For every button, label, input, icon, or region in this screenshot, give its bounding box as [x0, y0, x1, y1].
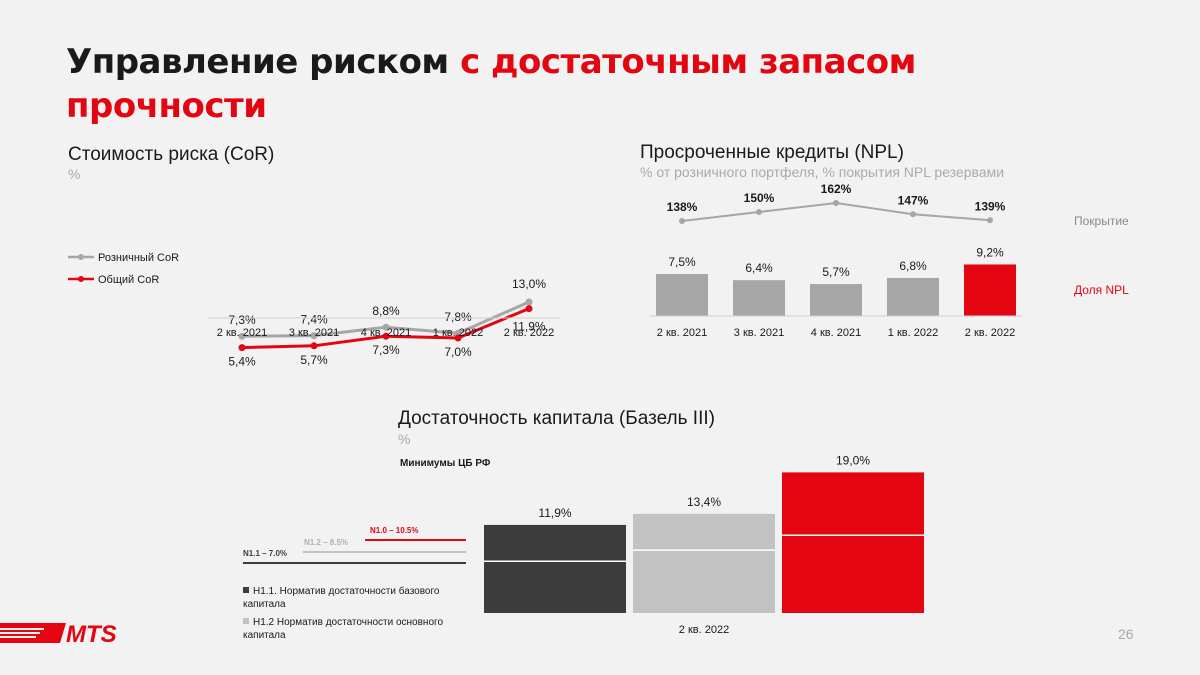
legend-n11-text: Н1.1. Норматив достаточности базового ка… [243, 586, 440, 610]
cor-chart: 7,3% 7,4% 8,8% 7,8% 13,0% 5,4% 5,7% 7,3% 7,0% 11,… [68, 252, 560, 369]
cor-data-label: 8,8% [372, 304, 400, 318]
cor-data-label: 7,4% [300, 313, 328, 327]
cor-tick-label: 2 кв. 2021 [217, 327, 267, 339]
logo-text: MTS [66, 621, 117, 646]
legend-n12-swatch [243, 618, 249, 624]
cor-legend-total-marker [78, 276, 84, 282]
npl-subtitle: % от розничного портфеля, % покрытия NPL… [640, 164, 1005, 180]
capital-bar [633, 513, 775, 613]
capital-bar [484, 524, 626, 613]
npl-tick-label: 1 кв. 2022 [888, 327, 938, 339]
cor-point [238, 344, 246, 352]
capital-bar [782, 472, 924, 613]
npl-tick-label: 4 кв. 2021 [811, 327, 861, 339]
npl-bar-label: 7,5% [668, 255, 696, 269]
npl-bar-label: 9,2% [976, 245, 1004, 259]
cor-point [525, 305, 533, 313]
legend-n12-text: Н1.2 Норматив достаточности основного ка… [243, 617, 444, 641]
capital-chart: 11,9% 13,4% 19,0% 2 кв. 2022 Минимумы ЦБ РФ N… [243, 453, 924, 636]
cor-legend-retail-label: Розничный CoR [98, 252, 179, 264]
npl-coverage-point [987, 217, 993, 224]
npl-tick-label: 3 кв. 2021 [734, 327, 784, 339]
npl-bar-label: 6,4% [745, 261, 773, 275]
page-number: 26 [1118, 626, 1134, 642]
capital-subtitle: % [398, 431, 411, 447]
capital-bar-label: 13,4% [687, 495, 721, 509]
cor-subtitle: % [68, 166, 81, 182]
cor-data-label: 7,3% [228, 313, 256, 327]
npl-title: Просроченные кредиты (NPL) [640, 142, 904, 163]
capital-min-n12-label: N1.2 – 8.5% [304, 538, 348, 547]
cor-point [454, 334, 462, 342]
npl-coverage-label: 150% [744, 191, 775, 205]
cor-data-label: 5,7% [300, 353, 328, 367]
npl-tick-label: 2 кв. 2022 [965, 327, 1015, 339]
cor-tick-label: 2 кв. 2022 [504, 327, 554, 339]
cor-data-label: 7,3% [372, 343, 400, 357]
cor-data-label: 7,8% [444, 310, 472, 324]
capital-tick-label: 2 кв. 2022 [679, 624, 729, 636]
npl-chart: 138% 150% 162% 147% 139% 7,5% 6,4% 5,7% 6,8% 9,2%… [650, 182, 1129, 339]
title-part-3: прочности [66, 86, 267, 126]
npl-bar [656, 274, 708, 316]
legend-n11-swatch [243, 587, 249, 593]
page-title: Управление риском с достаточным запасом … [66, 40, 916, 128]
npl-share-series-label: Доля NPL [1074, 283, 1129, 297]
npl-coverage-label: 139% [975, 199, 1006, 213]
capital-bar-label: 19,0% [836, 453, 870, 467]
cor-tick-label: 3 кв. 2021 [289, 327, 339, 339]
capital-min-n10-label: N1.0 – 10.5% [370, 526, 418, 535]
npl-coverage-point [756, 209, 762, 215]
npl-coverage-series-label: Покрытие [1074, 214, 1129, 228]
cor-data-label: 13,0% [512, 277, 546, 291]
cor-title: Стоимость риска (CoR) [68, 144, 275, 165]
cor-data-label: 5,4% [228, 355, 256, 369]
legend-n11: Н1.1. Норматив достаточности базового ка… [243, 585, 458, 611]
cor-point [525, 298, 533, 306]
npl-coverage-point [833, 200, 839, 206]
npl-bar [964, 264, 1016, 316]
cor-point [238, 332, 246, 340]
cor-legend-total-label: Общий CoR [98, 274, 159, 286]
npl-coverage-point [910, 211, 916, 218]
cor-tick-label: 4 кв. 2021 [361, 327, 411, 339]
capital-bar-label: 11,9% [538, 506, 571, 520]
capital-title: Достаточность капитала (Базель III) [398, 408, 715, 429]
title-part-1: Управление риском [66, 42, 461, 82]
capital-minimums-title: Минимумы ЦБ РФ [400, 458, 491, 469]
npl-coverage-label: 138% [667, 200, 698, 214]
cor-data-label: 11,9% [512, 320, 545, 334]
mts-logo: MTS [0, 621, 117, 646]
cor-legend-retail-marker [78, 254, 84, 260]
cor-point [382, 323, 390, 331]
npl-bar [733, 280, 785, 316]
cor-point [454, 329, 462, 337]
cor-data-label: 7,0% [444, 345, 472, 359]
npl-tick-label: 2 кв. 2021 [657, 327, 707, 339]
cor-point [382, 332, 390, 340]
npl-coverage-label: 147% [898, 193, 929, 207]
npl-coverage-point [679, 218, 685, 224]
npl-bar-label: 5,7% [822, 265, 850, 279]
cor-point [310, 332, 318, 340]
cor-point [310, 342, 318, 350]
legend-n12: Н1.2 Норматив достаточности основного ка… [243, 616, 458, 642]
npl-bar [887, 277, 939, 316]
capital-min-n11-label: N1.1 – 7.0% [243, 549, 287, 558]
title-part-2: с достаточным запасом [460, 42, 916, 82]
npl-coverage-label: 162% [821, 182, 852, 196]
cor-tick-label: 1 кв. 2022 [433, 327, 483, 339]
npl-bar [810, 284, 862, 316]
npl-bar-label: 6,8% [899, 259, 927, 273]
